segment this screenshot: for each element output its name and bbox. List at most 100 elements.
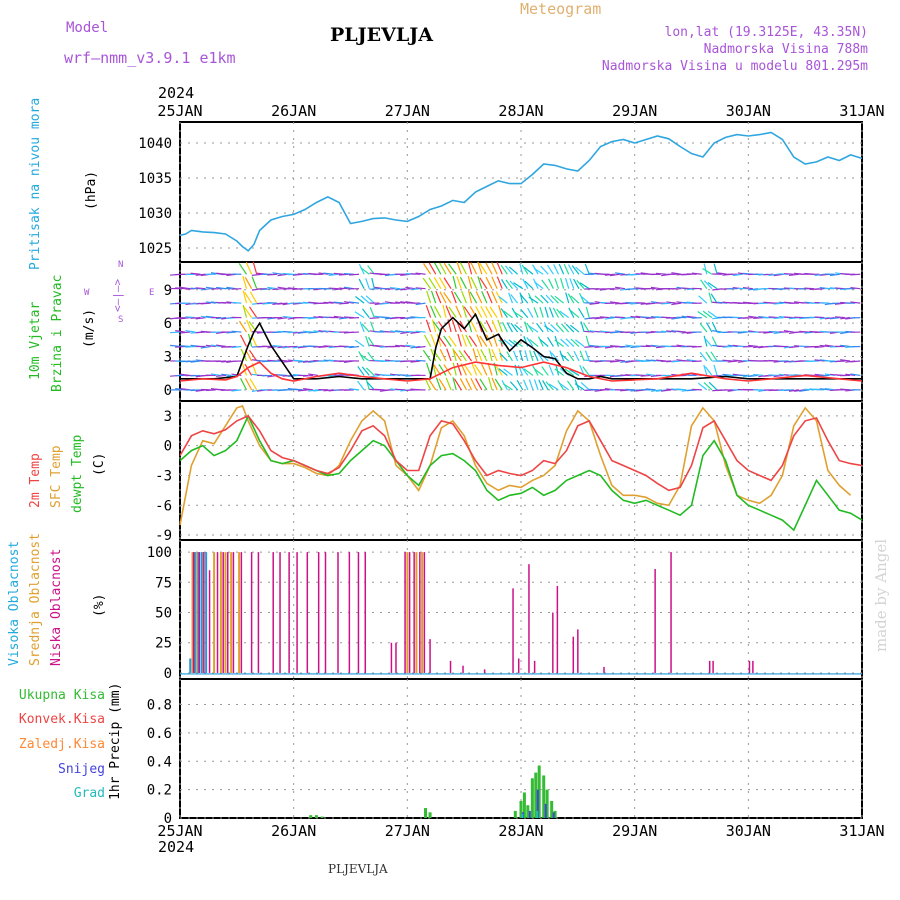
wind-barb — [434, 305, 442, 318]
wind-barb — [453, 378, 462, 391]
wind-barb — [443, 277, 452, 290]
wind-barb — [226, 374, 237, 378]
wind-barb — [415, 359, 426, 362]
wind-barb — [205, 344, 216, 348]
wind-barb — [698, 295, 708, 304]
wind-barb — [763, 273, 774, 276]
wind-barb — [703, 263, 708, 275]
wind-barb — [479, 277, 488, 290]
compass-arrows: <—|—> — [111, 278, 124, 312]
wind-barb — [666, 317, 677, 319]
wind-barb — [244, 277, 253, 289]
wind-barb — [323, 272, 334, 275]
wind-barb — [456, 261, 462, 275]
wind-barb — [210, 373, 222, 377]
wind-barb — [604, 317, 615, 320]
wind-barb — [661, 302, 672, 305]
x-tick-label-bottom: 31JAN — [839, 822, 884, 840]
wind-barb — [548, 383, 559, 391]
wind-barb — [536, 351, 544, 362]
wind-barb — [609, 288, 620, 290]
wind-barb — [415, 302, 426, 306]
wind-barb — [231, 330, 242, 333]
wind-barb — [609, 331, 620, 334]
wind-barb — [469, 291, 478, 304]
wind-barb — [367, 336, 375, 347]
wind-barb — [425, 362, 432, 376]
y-tick-label-precip: 0 — [164, 811, 172, 827]
wind-barb — [452, 377, 457, 391]
wind-barb — [472, 348, 478, 362]
wind-barb — [635, 273, 646, 275]
precip-total-bar — [534, 772, 538, 818]
wind-barb — [699, 323, 708, 333]
wind-barb — [470, 320, 478, 333]
wind-barb — [697, 382, 708, 391]
wind-barb — [513, 310, 524, 319]
wind-barb — [422, 263, 432, 275]
wind-barb — [594, 288, 605, 290]
wind-barb — [569, 369, 580, 376]
wind-barb — [840, 344, 851, 348]
wind-barb — [216, 344, 227, 348]
wind-barb — [704, 337, 713, 347]
wind-barb — [625, 301, 636, 304]
wind-barb — [615, 359, 626, 362]
wind-barb — [501, 321, 508, 333]
wind-barb — [323, 345, 334, 348]
wind-barb — [829, 273, 840, 277]
wind-barb — [804, 287, 815, 290]
wind-barb — [238, 320, 247, 333]
wind-barb — [453, 350, 462, 362]
lonlat-label: lon,lat (19.3125E, 43.35N) — [664, 25, 869, 40]
wind-barb — [794, 389, 805, 392]
temp-axis-unit: (C) — [92, 452, 107, 476]
wind-barb — [349, 317, 360, 319]
wind-barb — [533, 267, 544, 275]
wind-barb — [691, 272, 702, 275]
panel-frame-clouds — [179, 539, 863, 680]
wind-barb — [481, 290, 488, 304]
wind-barb — [722, 345, 733, 348]
wind-barb — [655, 389, 667, 392]
wind-barb — [467, 319, 473, 333]
x-tick-label-bottom: 28JAN — [498, 822, 543, 840]
wind-barb — [520, 308, 529, 318]
wind-barb — [547, 336, 554, 347]
wind-barb — [524, 321, 529, 333]
wind-barb — [333, 272, 344, 275]
wind-barb — [349, 345, 360, 349]
wind-barb — [461, 334, 468, 347]
wind-barb — [814, 316, 825, 319]
wind-barb — [713, 364, 718, 376]
wind-barb — [561, 323, 570, 333]
cloud-axis-unit: (%) — [92, 593, 107, 617]
wind-barb — [435, 377, 442, 391]
wind-barb — [486, 290, 493, 304]
wind-barb — [505, 279, 513, 290]
wind-barb — [357, 366, 365, 376]
wind-barb — [242, 290, 248, 304]
wind-barb — [474, 364, 483, 376]
wind-barb — [359, 321, 365, 333]
wind-barb — [519, 350, 524, 362]
wind-barb — [650, 286, 661, 290]
wind-barb — [479, 335, 488, 347]
y-tick-label-wind: 6 — [164, 316, 172, 332]
wind-barb — [456, 276, 462, 289]
wind-barb — [272, 288, 283, 291]
precip-total-bar — [542, 775, 546, 818]
wind-barb — [773, 374, 784, 378]
wind-barb — [599, 316, 610, 319]
wind-barb — [359, 354, 370, 362]
wind-barb — [400, 344, 411, 348]
wind-barb — [554, 278, 560, 289]
wind-barb — [485, 276, 493, 289]
wind-barb — [463, 306, 473, 318]
wind-barb — [422, 349, 432, 362]
wind-max-line — [180, 312, 862, 380]
wind-barb — [615, 286, 626, 290]
wind-barb — [640, 374, 651, 377]
wind-barb — [565, 338, 575, 347]
